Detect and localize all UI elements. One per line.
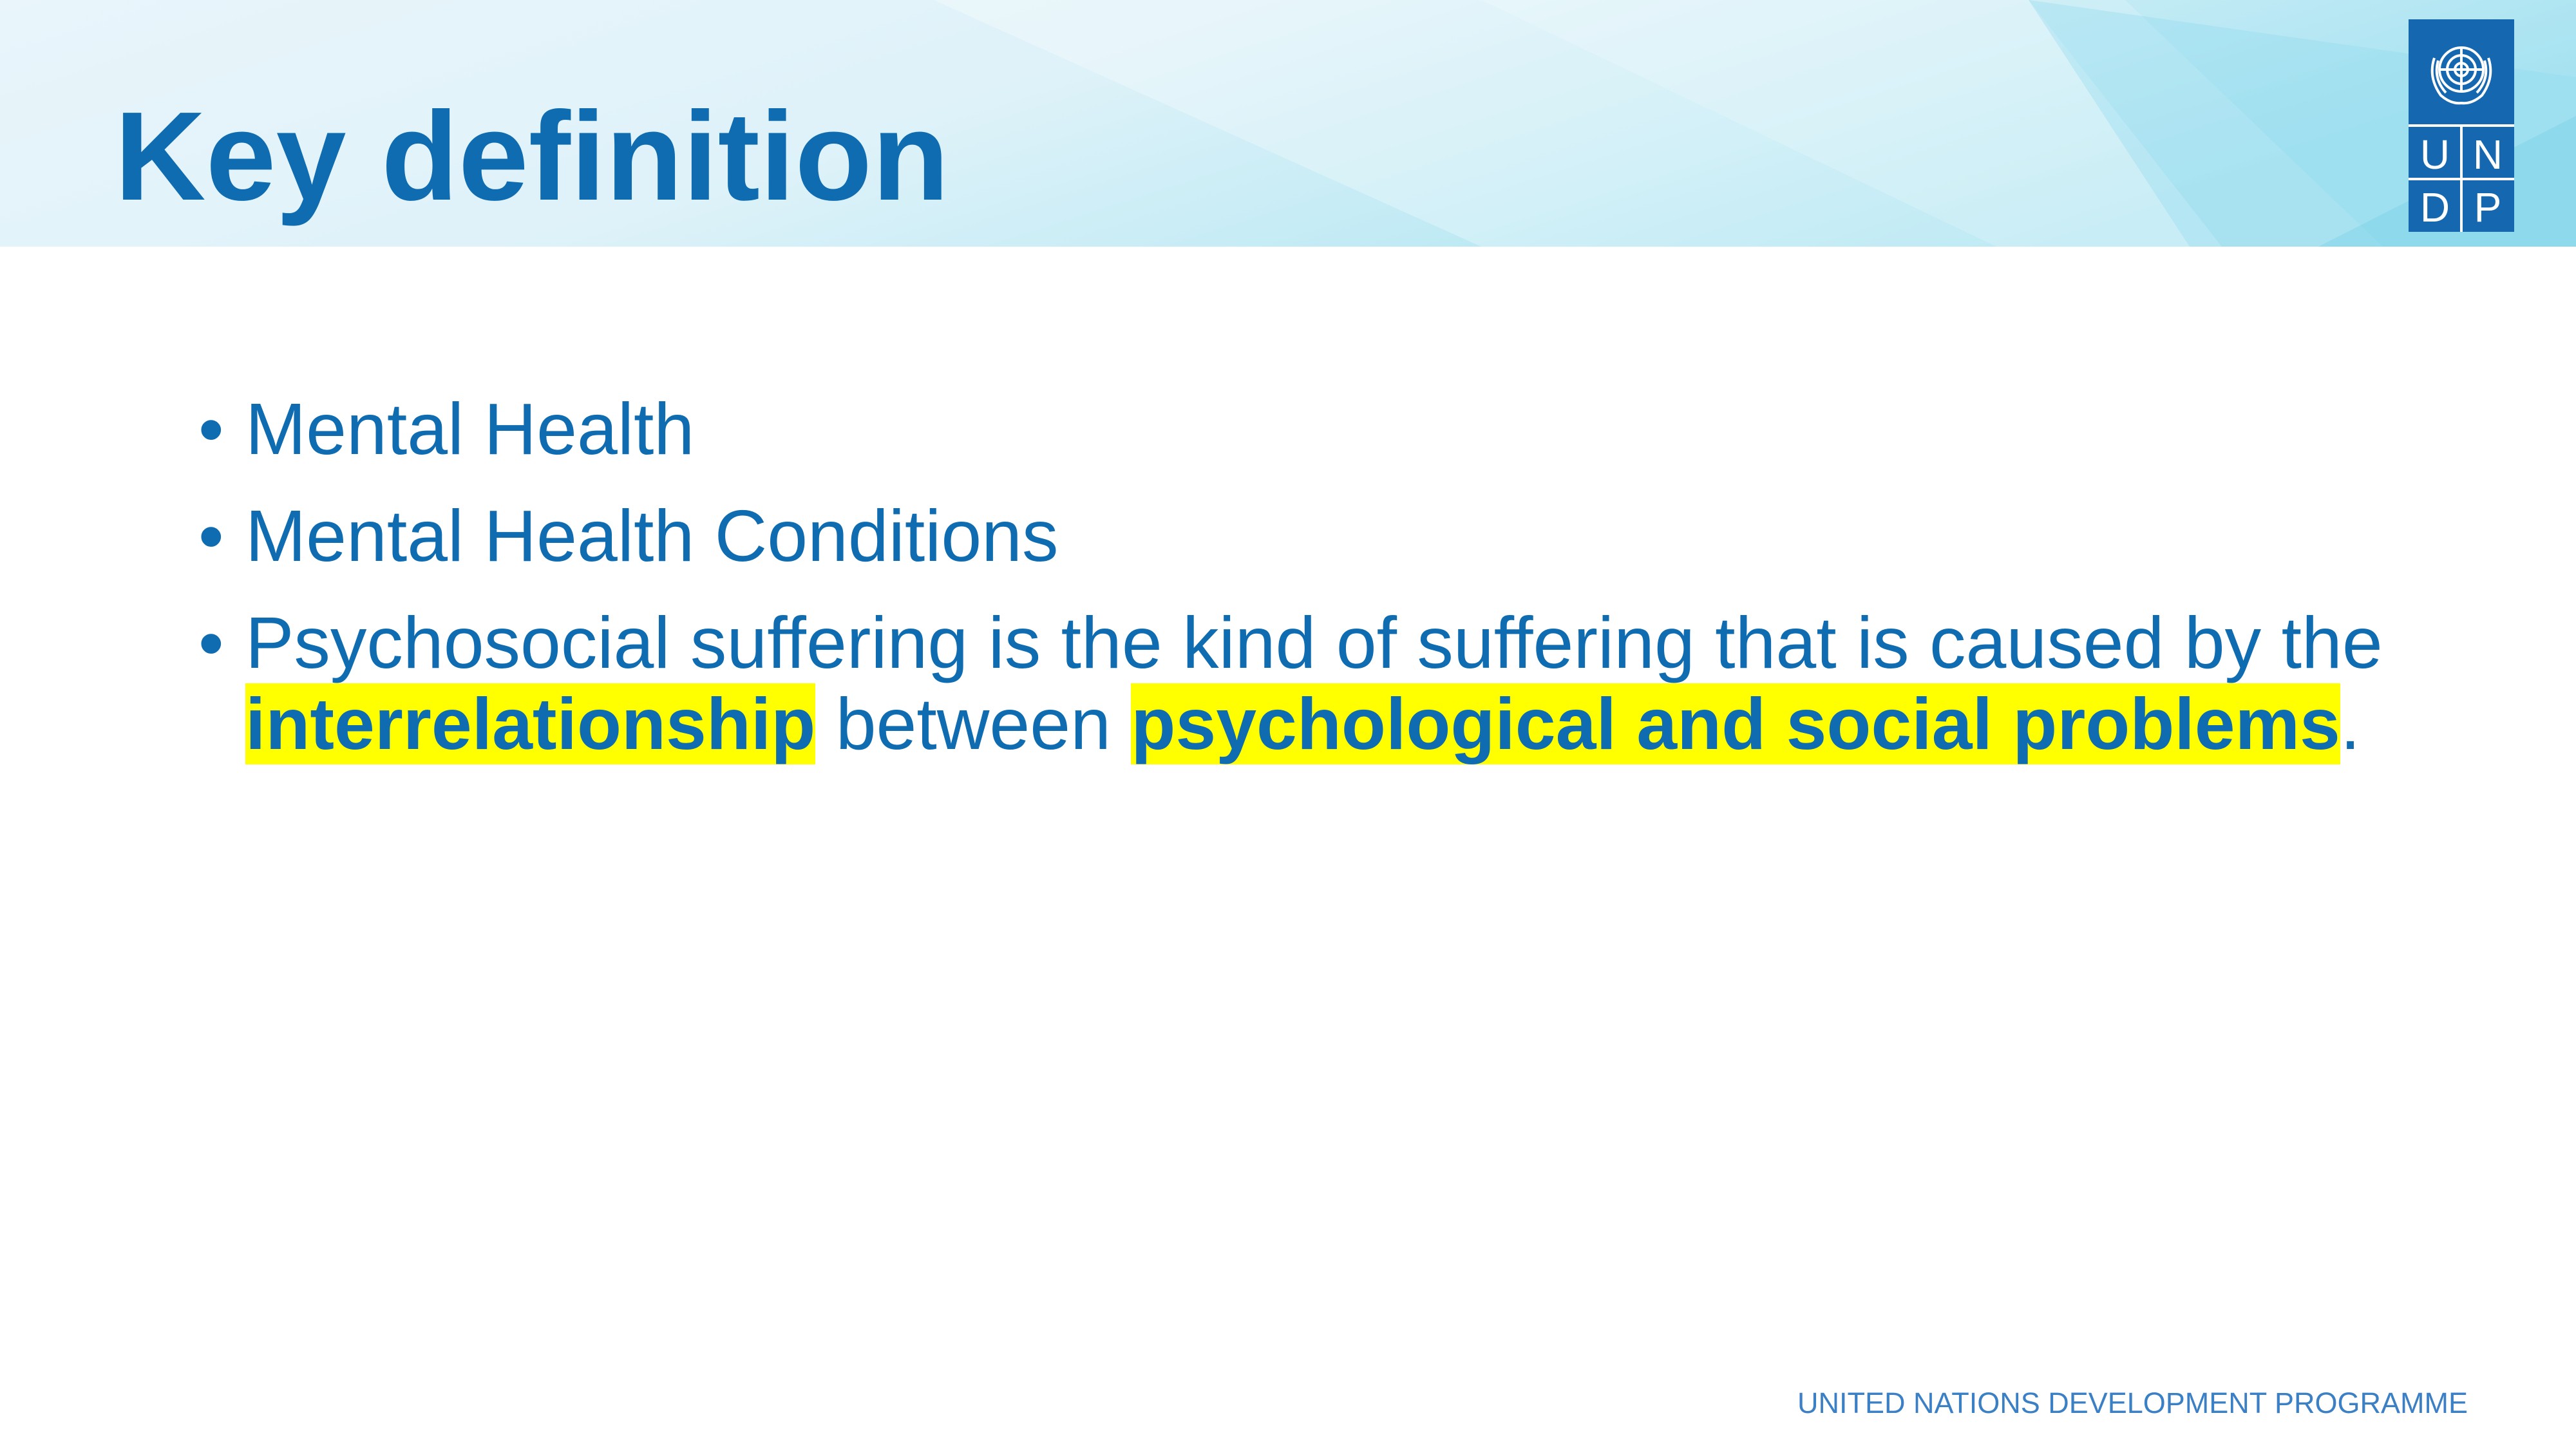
bullet-list: • Mental Health • Mental Health Conditions… (198, 388, 2388, 790)
bullet-text: Mental Health Conditions (245, 495, 1059, 576)
highlight-interrelationship: interrelationship (245, 683, 816, 764)
undp-logo: U N D P (2409, 19, 2514, 232)
un-emblem-icon (2430, 46, 2492, 105)
logo-letter-d: D (2420, 184, 2450, 231)
header-background (0, 0, 2576, 247)
bullet-item-psychosocial-suffering: • Psychosocial suffering is the kind of s… (198, 602, 2388, 764)
bullet-text: Mental Health (245, 388, 695, 469)
definition-text-end: . (2340, 683, 2361, 764)
logo-letter-p: P (2474, 184, 2502, 231)
header-band (0, 0, 2576, 247)
logo-letter-n: N (2473, 131, 2503, 178)
footer-org-name: UNITED NATIONS DEVELOPMENT PROGRAMME (1797, 1387, 2468, 1419)
logo-letter-u: U (2420, 131, 2450, 178)
definition-text: Psychosocial suffering is the kind of su… (245, 602, 2383, 683)
bullet-dot: • (198, 388, 224, 469)
bullet-item-mental-health-conditions: • Mental Health Conditions (198, 495, 2388, 576)
bullet-dot: • (198, 602, 224, 683)
bullet-item-mental-health: • Mental Health (198, 388, 2388, 469)
definition-text-between: between (815, 683, 1132, 764)
bullet-dot: • (198, 495, 224, 576)
slide-title: Key definition (115, 86, 949, 227)
highlight-psychological-social-problems: psychological and social problems (1131, 683, 2340, 764)
